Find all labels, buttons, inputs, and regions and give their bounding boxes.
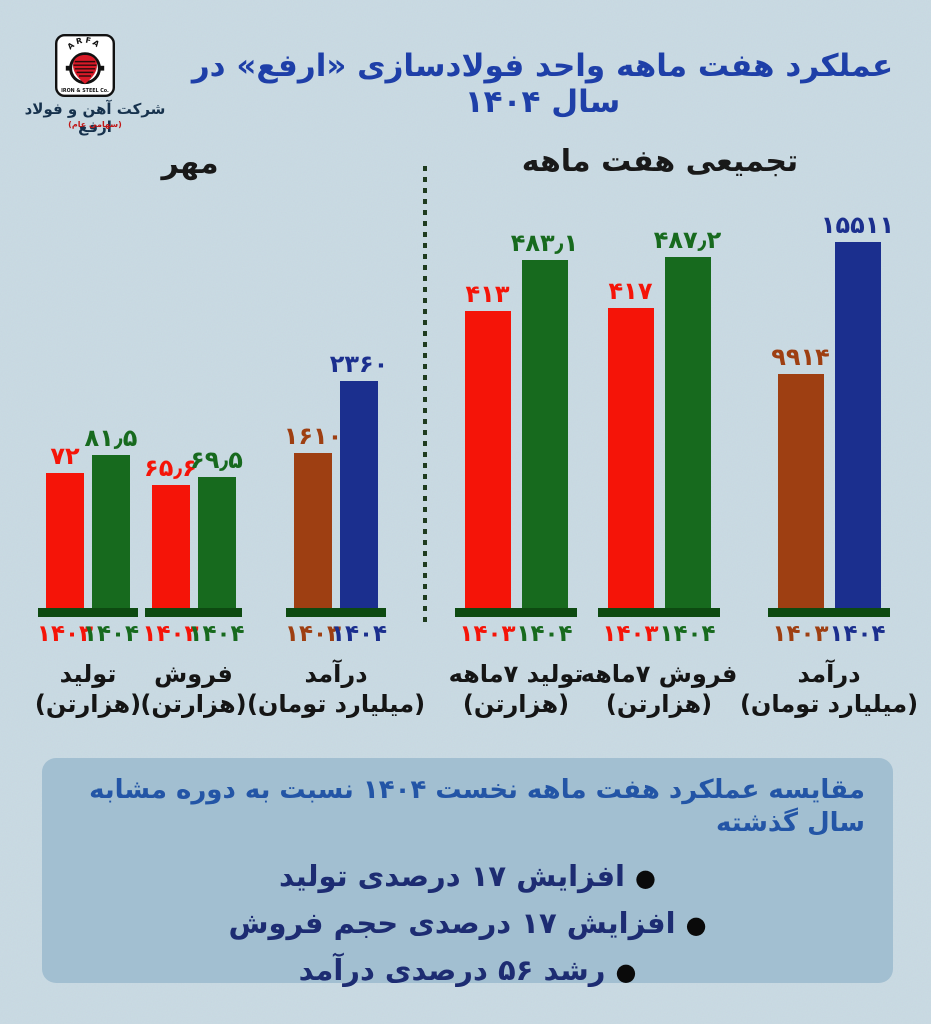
summary-bullet: ● افزایش ۱۷ درصدی حجم فروش: [70, 900, 865, 947]
bar-value-label: ۴۱۷: [608, 277, 653, 305]
dashed-separator-line: [423, 166, 427, 624]
bar-value-label: ۷۲: [50, 442, 80, 470]
category-unit: (هزارتن): [34, 690, 142, 718]
chart-group-title: تجمیعی هفت ماهه: [521, 144, 799, 179]
summary-bullet-text: رشد ۵۶ درصدی درآمد: [298, 952, 606, 987]
summary-bullet-text: افزایش ۱۷ درصدی حجم فروش: [228, 905, 676, 940]
year-label: ۱۴۰۴: [829, 621, 886, 647]
year-label: ۱۴۰۴: [516, 621, 573, 647]
page-title: عملکرد هفت ماهه واحد فولادسازی «ارفع» در…: [191, 48, 894, 120]
bar: [607, 308, 654, 608]
bar: [777, 374, 824, 608]
baseline-strip: [768, 608, 890, 617]
bar: [294, 453, 332, 608]
year-label: ۱۴۰۳: [772, 621, 829, 647]
year-label: ۱۴۰۳: [36, 621, 94, 647]
bar: [521, 260, 568, 608]
category-name: فروش: [154, 660, 233, 688]
category-name: درآمد: [797, 660, 861, 688]
year-label: ۱۴۰۴: [82, 621, 140, 647]
year-label: ۱۴۰۴: [659, 621, 716, 647]
summary-bullet-text: افزایش ۱۷ درصدی تولید: [279, 859, 625, 893]
summary-bullet: ● افزایش ۱۷ درصدی تولید: [70, 853, 865, 900]
year-label: ۱۴۰۴: [188, 621, 245, 647]
company-name: شرکت آهن و فولاد ارفع: [24, 100, 166, 136]
category-unit: (میلیارد تومان): [739, 690, 919, 718]
bullet-dot-icon: ●: [635, 863, 656, 892]
bar: [46, 473, 84, 608]
charts-area: مهر ۷۲ ۱۴۰۳ ۸۱٫۵ ۱۴۰۴ تولید (هزارتن) ۶۵٫۶ ۱۴۰۳ ۶۹…: [35, 144, 918, 719]
category-name: تولید ۷ماهه: [448, 660, 584, 688]
summary-bullet-list: ● افزایش ۱۷ درصدی تولید ● افزایش ۱۷ درصدی ح…: [70, 853, 865, 994]
year-label: ۱۴۰۳: [142, 621, 199, 647]
year-label: ۱۴۰۳: [602, 621, 659, 647]
baseline-strip: [455, 608, 577, 617]
baseline-strip: [286, 608, 386, 617]
baseline-strip: [598, 608, 720, 617]
bar-value-label: ۲۳۶۰: [329, 350, 389, 378]
bar: [464, 311, 511, 608]
bar-value-label: ۸۱٫۵: [84, 424, 138, 452]
category-unit: (هزارتن): [605, 690, 713, 718]
logo-subtext: IRON & STEEL Co.: [61, 88, 109, 94]
bar: [197, 477, 236, 608]
category-name: درآمد: [304, 660, 368, 688]
year-label: ۱۴۰۳: [284, 621, 342, 647]
category-unit: (هزارتن): [462, 690, 570, 718]
company-type: (سهامی عام): [68, 120, 122, 129]
bar-value-label: ۶۵٫۶: [144, 454, 197, 482]
bullet-dot-icon: ●: [615, 957, 637, 986]
category-label: تولید (هزارتن): [35, 659, 141, 719]
category-label: درآمد (میلیارد تومان): [740, 659, 918, 719]
category-label: درآمد (میلیارد تومان): [247, 659, 425, 719]
bullet-dot-icon: ●: [685, 910, 707, 939]
category-unit: (هزارتن): [140, 690, 247, 718]
baseline-strip: [38, 608, 138, 617]
summary-heading: مقایسه عملکرد هفت ماهه نخست ۱۴۰۴ نسبت به…: [89, 775, 865, 838]
bar-value-label: ۹۹۱۴: [771, 343, 830, 371]
bar: [92, 455, 130, 608]
bar-value-label: ۱۶۱۰: [283, 422, 343, 450]
baseline-strip: [145, 608, 242, 617]
bar: [664, 257, 711, 608]
bar-value-label: ۴۸۳٫۱: [510, 229, 579, 257]
bar-value-label: ۴۱۳: [465, 280, 510, 308]
bar: [151, 485, 190, 608]
category-unit: (میلیارد تومان): [246, 690, 426, 718]
summary-box: مقایسه عملکرد هفت ماهه نخست ۱۴۰۴ نسبت به…: [42, 758, 893, 987]
bar-value-label: ۱۵۵۱۱: [820, 211, 895, 239]
category-name: تولید: [59, 660, 117, 688]
chart-group-title: مهر: [161, 146, 219, 181]
category-name: فروش ۷ماهه: [580, 660, 738, 688]
category-label: فروش (هزارتن): [140, 659, 246, 719]
category-label: تولید ۷ماهه (هزارتن): [449, 659, 584, 719]
bar-value-label: ۴۸۷٫۲: [653, 226, 722, 254]
summary-bullet: ● رشد ۵۶ درصدی درآمد: [70, 947, 865, 994]
year-label: ۱۴۰۴: [330, 621, 388, 647]
category-label: فروش ۷ماهه (هزارتن): [581, 659, 738, 719]
arfa-logo-icon: ARFA IRON & STEEL Co.: [55, 34, 115, 97]
bar: [340, 381, 378, 608]
bar: [834, 242, 881, 608]
bar-value-label: ۶۹٫۵: [190, 446, 243, 474]
year-label: ۱۴۰۳: [459, 621, 516, 647]
